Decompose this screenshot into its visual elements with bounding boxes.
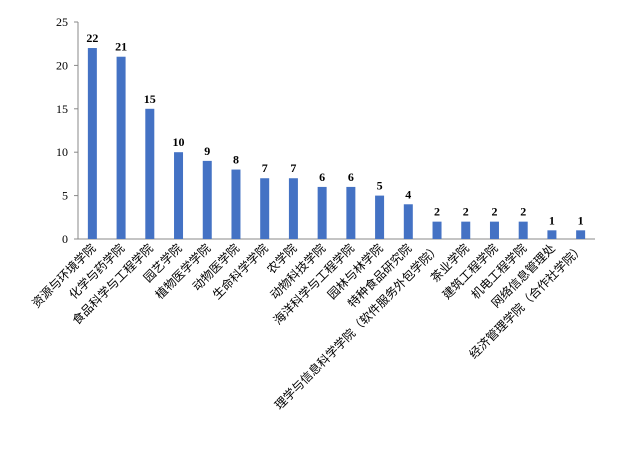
bar <box>576 230 586 239</box>
bar <box>403 204 413 239</box>
value-label: 5 <box>377 179 383 193</box>
bar <box>317 186 327 239</box>
bar <box>489 221 499 239</box>
value-label: 2 <box>491 205 497 219</box>
value-label: 10 <box>173 135 185 149</box>
bar <box>346 186 356 239</box>
value-label: 6 <box>319 170 325 184</box>
bar <box>116 56 126 239</box>
y-tick-label: 20 <box>56 58 68 72</box>
y-tick-label: 25 <box>56 15 68 29</box>
value-label: 4 <box>405 187 411 201</box>
y-tick-label: 5 <box>62 189 68 203</box>
bar <box>87 48 97 239</box>
bar <box>260 178 270 239</box>
bar <box>174 152 184 239</box>
value-label: 9 <box>204 144 210 158</box>
value-label: 8 <box>233 153 239 167</box>
bar <box>547 230 557 239</box>
value-label: 1 <box>549 213 555 227</box>
value-label: 2 <box>434 205 440 219</box>
value-label: 1 <box>578 213 584 227</box>
y-tick-label: 0 <box>62 232 68 246</box>
value-label: 21 <box>115 40 127 54</box>
y-tick-label: 10 <box>56 145 68 159</box>
bar <box>231 169 241 239</box>
value-label: 7 <box>290 161 296 175</box>
bar <box>432 221 442 239</box>
value-label: 7 <box>262 161 268 175</box>
bar <box>288 178 298 239</box>
value-label: 2 <box>520 205 526 219</box>
bar <box>518 221 528 239</box>
bar <box>375 195 385 239</box>
y-tick-label: 15 <box>56 102 68 116</box>
value-label: 2 <box>463 205 469 219</box>
value-label: 15 <box>144 92 156 106</box>
bar <box>461 221 471 239</box>
value-label: 6 <box>348 170 354 184</box>
bar <box>145 108 155 239</box>
bar <box>202 160 212 239</box>
value-label: 22 <box>86 31 98 45</box>
